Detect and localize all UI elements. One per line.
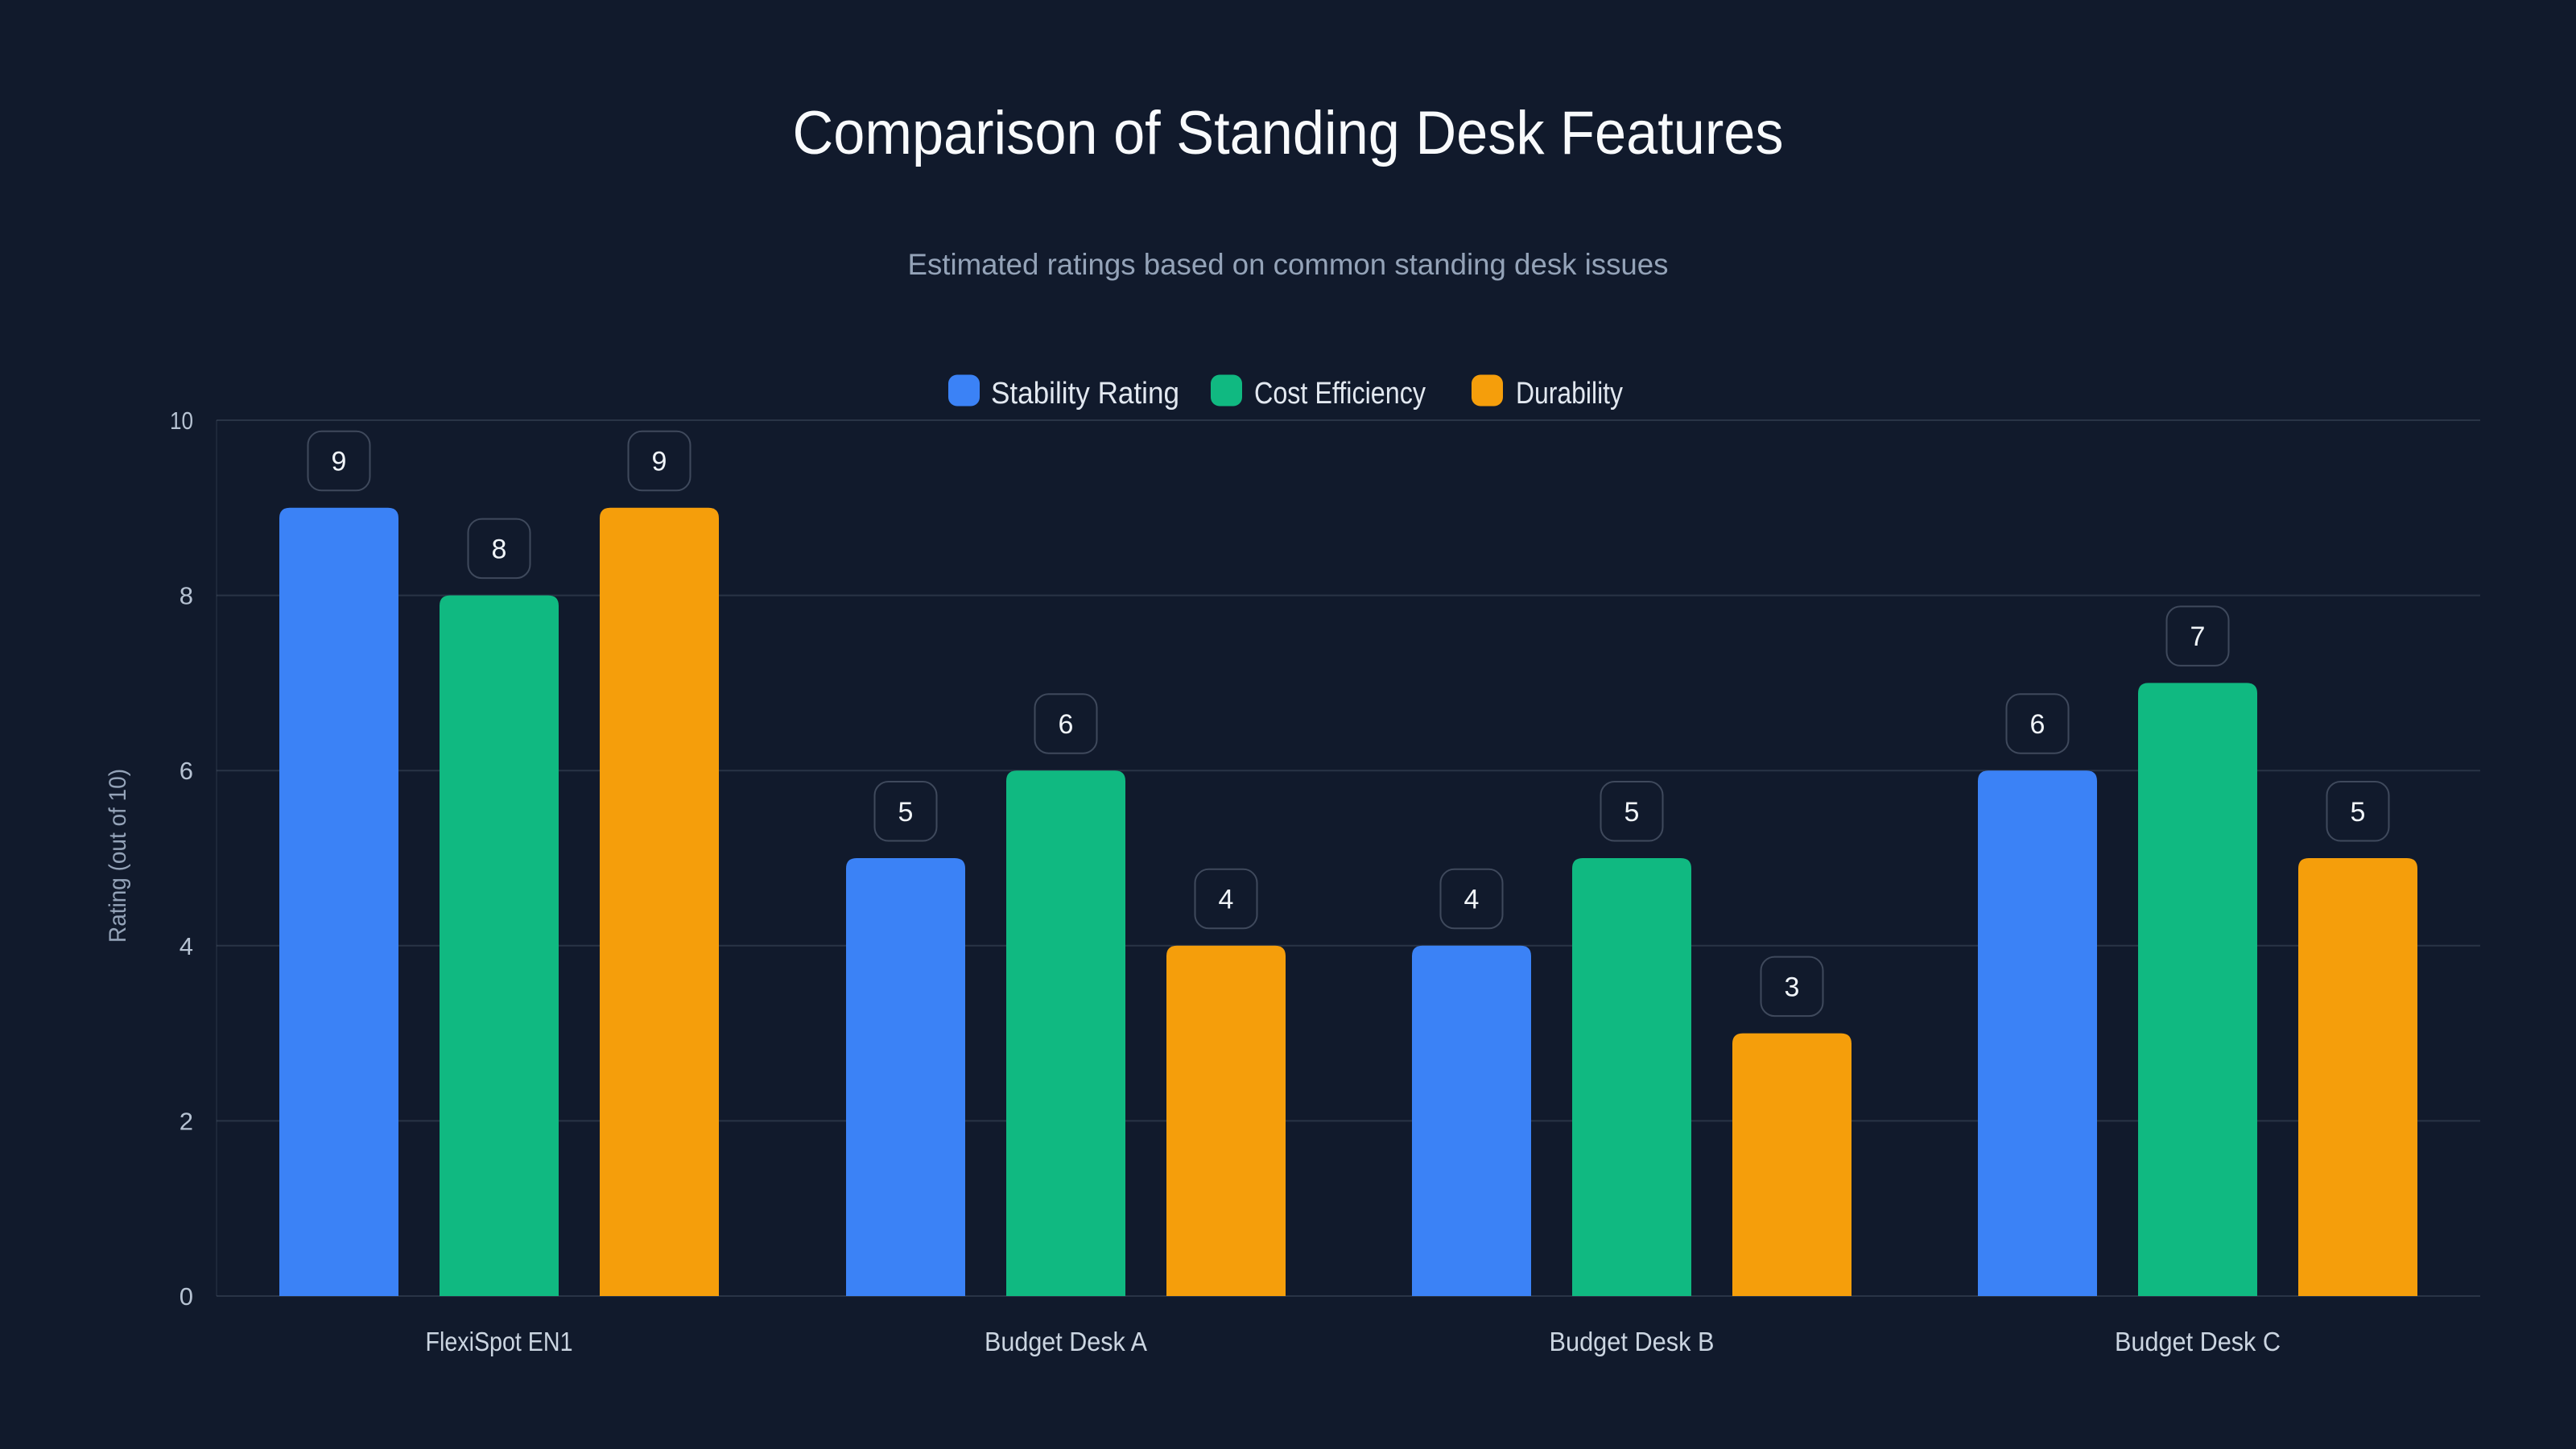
- svg-text:10: 10: [170, 407, 193, 435]
- svg-text:6: 6: [180, 757, 193, 785]
- svg-text:0: 0: [180, 1282, 193, 1311]
- svg-text:9: 9: [652, 447, 667, 477]
- svg-text:6: 6: [2030, 709, 2046, 740]
- svg-text:3: 3: [1785, 972, 1800, 1002]
- svg-text:Cost Efficiency: Cost Efficiency: [1254, 377, 1426, 411]
- svg-text:Budget Desk A: Budget Desk A: [985, 1327, 1147, 1356]
- svg-text:5: 5: [2351, 797, 2366, 828]
- svg-text:8: 8: [180, 582, 193, 610]
- svg-text:Stability Rating: Stability Rating: [991, 377, 1179, 411]
- svg-text:Rating (out of 10): Rating (out of 10): [105, 769, 131, 943]
- svg-text:5: 5: [1624, 797, 1640, 828]
- svg-text:2: 2: [180, 1107, 193, 1135]
- svg-text:4: 4: [180, 932, 193, 960]
- svg-text:Estimated ratings based on com: Estimated ratings based on common standi…: [908, 248, 1669, 281]
- svg-text:5: 5: [898, 797, 914, 828]
- svg-text:FlexiSpot EN1: FlexiSpot EN1: [426, 1327, 573, 1356]
- svg-text:Comparison of Standing Desk Fe: Comparison of Standing Desk Features: [793, 99, 1784, 167]
- svg-text:8: 8: [492, 534, 507, 564]
- svg-text:6: 6: [1059, 709, 1074, 740]
- svg-text:Durability: Durability: [1516, 377, 1623, 411]
- svg-text:9: 9: [332, 447, 347, 477]
- svg-text:7: 7: [2190, 621, 2206, 652]
- svg-text:4: 4: [1219, 885, 1234, 915]
- svg-text:Budget Desk C: Budget Desk C: [2115, 1327, 2281, 1356]
- svg-text:Budget Desk B: Budget Desk B: [1550, 1327, 1715, 1356]
- svg-text:4: 4: [1464, 885, 1480, 915]
